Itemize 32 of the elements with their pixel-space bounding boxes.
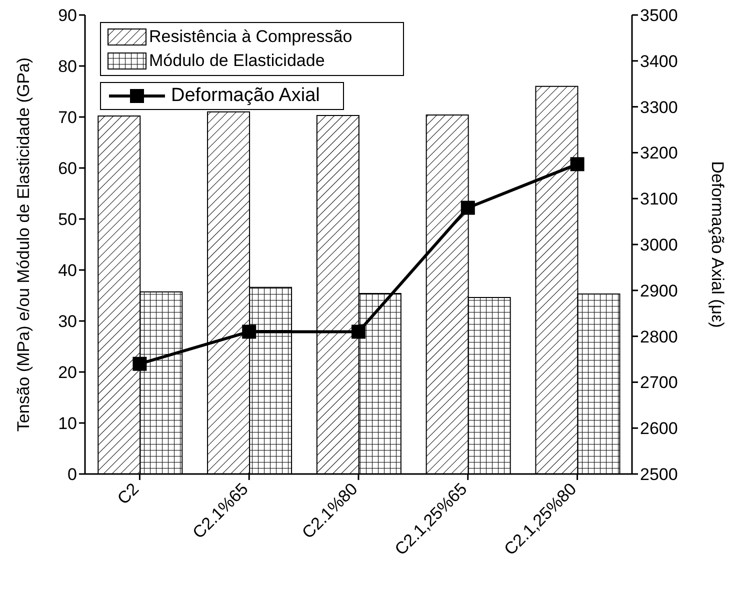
legend-label: Módulo de Elasticidade <box>149 51 325 71</box>
y-tick-label: 20 <box>58 363 77 382</box>
legend-label: Resistência à Compressão <box>149 27 352 47</box>
y2-tick-label: 3100 <box>640 190 678 209</box>
point <box>242 324 256 339</box>
y2-tick-label: 3400 <box>640 52 678 71</box>
y2-tick-label: 3200 <box>640 144 678 163</box>
legend-label: Deformação Axial <box>171 85 320 107</box>
y-axis-title: Tensão (MPa) e/ou Módulo de Elasticidade (GPa) <box>14 57 34 432</box>
y-tick-label: 70 <box>58 108 77 128</box>
x-tick-label: C2 <box>114 479 143 508</box>
point <box>570 157 584 172</box>
y2-tick-label: 2500 <box>640 465 678 484</box>
point <box>460 200 475 215</box>
y-tick-label: 0 <box>68 465 77 484</box>
y-tick-label: 60 <box>58 159 77 178</box>
y2-tick-label: 2600 <box>640 419 678 438</box>
y2-tick-label: 2700 <box>640 373 678 392</box>
y-tick-label: 30 <box>58 312 77 332</box>
y-tick-label: 80 <box>58 57 77 76</box>
y2-axis-title: Deformação Axial (με) <box>708 161 727 328</box>
y2-tick-label: 3300 <box>640 98 678 117</box>
y-tick-label: 50 <box>58 210 77 230</box>
point <box>352 324 366 339</box>
y-tick-label: 10 <box>58 414 77 434</box>
y2-tick-label: 2900 <box>640 281 678 300</box>
y-tick-label: 40 <box>58 261 77 280</box>
y2-tick-label: 3000 <box>640 236 678 255</box>
y2-tick-label: 2800 <box>640 327 678 346</box>
point <box>132 356 147 371</box>
y-tick-label: 90 <box>58 6 77 26</box>
y2-tick-label: 3500 <box>640 6 678 26</box>
